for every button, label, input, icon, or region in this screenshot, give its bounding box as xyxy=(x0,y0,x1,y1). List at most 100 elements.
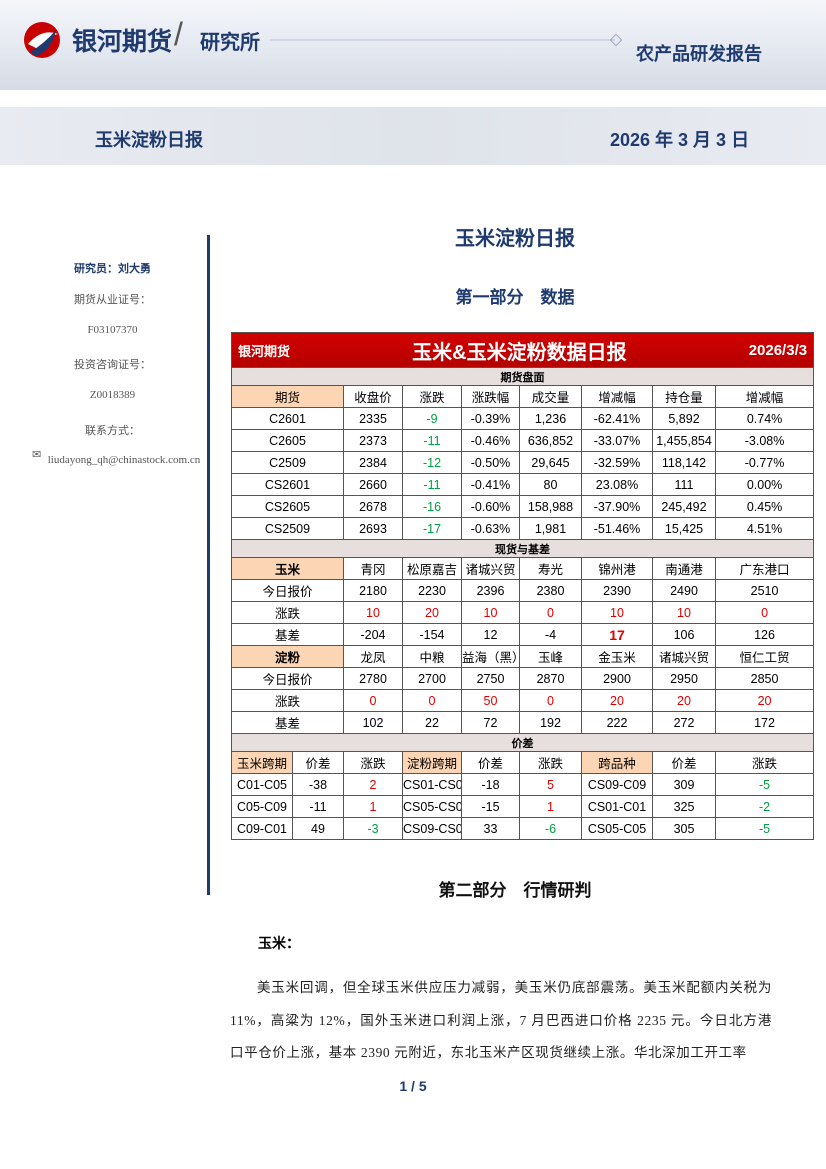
table-cell: 2490 xyxy=(652,579,716,602)
table-cell: 2700 xyxy=(402,667,462,690)
column-header: 玉米 xyxy=(231,557,344,580)
table-cell: -0.77% xyxy=(714,451,815,474)
consult: Z0018389 xyxy=(89,389,136,401)
column-header: 涨跌幅 xyxy=(461,385,520,408)
table-cell: C05-C09 xyxy=(231,795,293,818)
column-header: 价差 xyxy=(652,751,716,774)
column-header: 收盘价 xyxy=(343,385,403,408)
table-cell: 118,142 xyxy=(652,451,716,474)
table-cell: 2180 xyxy=(343,579,403,602)
column-header: 跨品种 xyxy=(581,751,653,774)
table-cell: -0.60% xyxy=(461,495,520,518)
contact-label: 联系方式： xyxy=(85,425,140,437)
column-header: 增减幅 xyxy=(581,385,653,408)
table-date: 2026/3/3 xyxy=(748,341,808,359)
table-cell: 50 xyxy=(461,689,520,712)
table-title-cell: 银河期货 玉米&玉米淀粉数据日报 2026/3/3 xyxy=(230,332,815,368)
table-cell: 5 xyxy=(519,773,582,796)
table-cell: 172 xyxy=(714,711,815,734)
table-cell: C2605 xyxy=(231,429,344,452)
report-date: 2026 年 3 月 3 日 xyxy=(610,130,750,150)
table-cell: 0 xyxy=(519,689,582,712)
table-cell: 102 xyxy=(343,711,403,734)
table-cell: 2870 xyxy=(519,667,582,690)
column-header: 中粮 xyxy=(402,645,462,668)
table-cell: 305 xyxy=(652,817,716,840)
table-cell: 80 xyxy=(519,473,582,496)
section-heading: 现货与基差 xyxy=(230,539,815,558)
table-cell: 1 xyxy=(519,795,582,818)
column-header: 金玉米 xyxy=(581,645,653,668)
table-cell: CS2509 xyxy=(231,517,344,540)
table-cell: -11 xyxy=(292,795,344,818)
column-header: 诸城兴贸 xyxy=(652,645,716,668)
table-cell: 基差 xyxy=(231,623,344,646)
table-cell: 20 xyxy=(652,689,716,712)
table-cell: -51.46% xyxy=(581,517,653,540)
table-row: 现货与基差 xyxy=(230,539,815,558)
table-cell: 20 xyxy=(714,689,815,712)
table-row: 基差 102 22 72 192 222 272 172 xyxy=(231,711,815,734)
table-cell: 2335 xyxy=(343,407,403,430)
table-row: 涨跌 10 20 10 0 10 10 0 xyxy=(231,601,815,624)
table-cell: -154 xyxy=(402,623,462,646)
section-heading: 期货盘面 xyxy=(230,367,815,386)
table-cell: 49 xyxy=(292,817,344,840)
table-cell: -0.50% xyxy=(461,451,520,474)
section-heading: 第一部分 数据 xyxy=(455,288,575,307)
page-number: 1 / 5 xyxy=(399,1078,427,1094)
column-header: 诸城兴贸 xyxy=(461,557,520,580)
table-cell: 12 xyxy=(461,623,520,646)
column-header: 广东港口 xyxy=(714,557,815,580)
table-cell: -204 xyxy=(343,623,403,646)
table-cell: 4.51% xyxy=(714,517,815,540)
column-header: 玉米跨期 xyxy=(231,751,293,774)
table-cell: CS2605 xyxy=(231,495,344,518)
main-title: 玉米淀粉日报 xyxy=(455,228,575,250)
table-row: CS2605 2678 -16 -0.60% 158,988 -37.90% 245,492… xyxy=(231,495,815,518)
table-row: 价差 xyxy=(230,733,815,752)
table-cell: 29,645 xyxy=(519,451,582,474)
table-cell: 245,492 xyxy=(652,495,716,518)
column-header: 增减幅 xyxy=(714,385,815,408)
column-header: 松原嘉吉 xyxy=(402,557,462,580)
column-header: 淀粉跨期 xyxy=(402,751,462,774)
report-title: 玉米淀粉日报 xyxy=(95,130,203,150)
table-row: 玉米跨期 价差 涨跌 淀粉跨期 价差 涨跌 跨品种 价差 涨跌 xyxy=(231,751,815,774)
table-cell: 2678 xyxy=(343,495,403,518)
table-cell: 33 xyxy=(461,817,520,840)
table-cell: CS05-C05 xyxy=(581,817,653,840)
table-cell: 1,455,854 xyxy=(652,429,716,452)
table-cell: 10 xyxy=(343,601,403,624)
table-cell: 1 xyxy=(343,795,403,818)
table-cell: -0.46% xyxy=(461,429,520,452)
table-cell: CS09-C09 xyxy=(581,773,653,796)
header-decor xyxy=(24,22,623,58)
table-cell: C01-C05 xyxy=(231,773,293,796)
table-cell: 636,852 xyxy=(519,429,582,452)
table-cell: 2 xyxy=(343,773,403,796)
sidebar-rule xyxy=(207,235,210,895)
table-cell: -3.08% xyxy=(714,429,815,452)
table-cell: 2660 xyxy=(343,473,403,496)
column-header: 锦州港 xyxy=(581,557,653,580)
table-cell: -5 xyxy=(714,773,815,796)
table-cell: 126 xyxy=(714,623,815,646)
column-header: 价差 xyxy=(292,751,344,774)
table-cell: CS09-CS01 xyxy=(402,817,462,840)
table-cell: -11 xyxy=(402,429,462,452)
table-cell: 2780 xyxy=(343,667,403,690)
table-cell: 2390 xyxy=(581,579,653,602)
section-heading: 第二部分 行情研判 xyxy=(438,881,592,900)
table-row: 今日报价 2180 2230 2396 2380 2390 2490 2510 xyxy=(231,579,815,602)
header-band xyxy=(0,0,826,90)
table-cell: 1,236 xyxy=(519,407,582,430)
table-cell: CS2601 xyxy=(231,473,344,496)
table-cell: -11 xyxy=(402,473,462,496)
table-row: 涨跌 0 0 50 0 20 20 20 xyxy=(231,689,815,712)
table-cell: 22 xyxy=(402,711,462,734)
column-header: 涨跌 xyxy=(519,751,582,774)
